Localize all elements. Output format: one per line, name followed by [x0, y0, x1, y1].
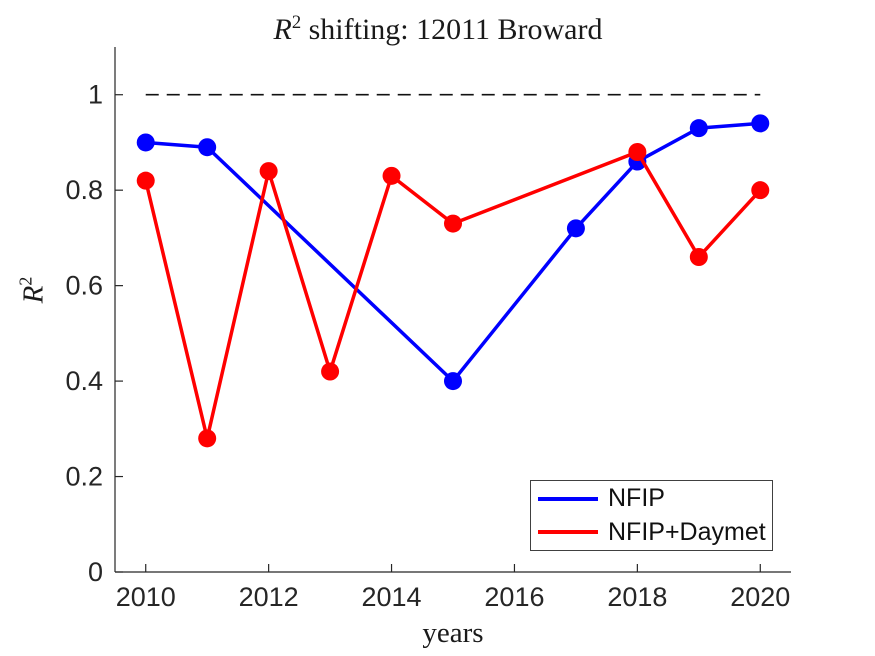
y-tick-label: 0.6	[65, 271, 103, 301]
y-tick-label: 1	[88, 80, 103, 110]
nfip-marker-2015	[444, 372, 462, 391]
nfip-daymet-marker-2013	[321, 362, 340, 381]
legend-label-nfip: NFIP	[608, 484, 665, 513]
legend-entry-nfip-daymet: NFIP+Daymet	[531, 518, 772, 547]
nfip-daymet-line	[143, 150, 763, 441]
nfip-daymet-marker-2015	[444, 214, 462, 233]
nfip-marker-2011	[198, 138, 217, 157]
x-axis-label: years	[422, 617, 484, 649]
x-tick-label: 2016	[484, 582, 544, 612]
legend-box: NFIP NFIP+Daymet	[530, 480, 773, 551]
x-tick-label: 2010	[116, 582, 176, 612]
nfip-marker-2020	[751, 114, 770, 133]
title-text: shifting: 12011 Broward	[301, 13, 603, 46]
nfip-daymet-marker-2019	[689, 248, 708, 266]
nfip-daymet-marker-2014	[382, 166, 401, 185]
x-tick-label: 2020	[730, 582, 790, 612]
y-tick-label: 0.4	[65, 366, 103, 396]
nfip-daymet-marker-2012	[259, 162, 278, 181]
nfip-daymet-line-swatch	[538, 530, 598, 535]
legend-entry-nfip: NFIP	[531, 484, 772, 513]
y-tick-label: 0.2	[65, 462, 103, 492]
title-superscript: 2	[291, 12, 302, 33]
nfip-line	[143, 121, 763, 383]
nfip-line-swatch	[538, 496, 598, 501]
y-tick-label: 0	[88, 557, 103, 587]
nfip-daymet-marker-2011	[198, 429, 217, 448]
nfip-marker-2019	[689, 119, 708, 138]
title-variable: R	[273, 13, 292, 46]
x-tick-label: 2014	[362, 582, 422, 612]
nfip-daymet-marker-2018	[628, 143, 647, 161]
nfip-marker-2017	[566, 219, 585, 238]
chart-title: R2 shifting: 12011 Broward	[100, 12, 776, 47]
legend-label-nfip-daymet: NFIP+Daymet	[608, 518, 766, 546]
x-tick-label: 2012	[239, 582, 299, 612]
nfip-daymet-marker-2020	[751, 181, 770, 200]
x-tick-label: 2018	[607, 582, 667, 612]
nfip-marker-2010	[136, 133, 155, 152]
nfip-daymet-marker-2010	[136, 171, 155, 190]
y-tick-label: 0.8	[65, 175, 103, 205]
